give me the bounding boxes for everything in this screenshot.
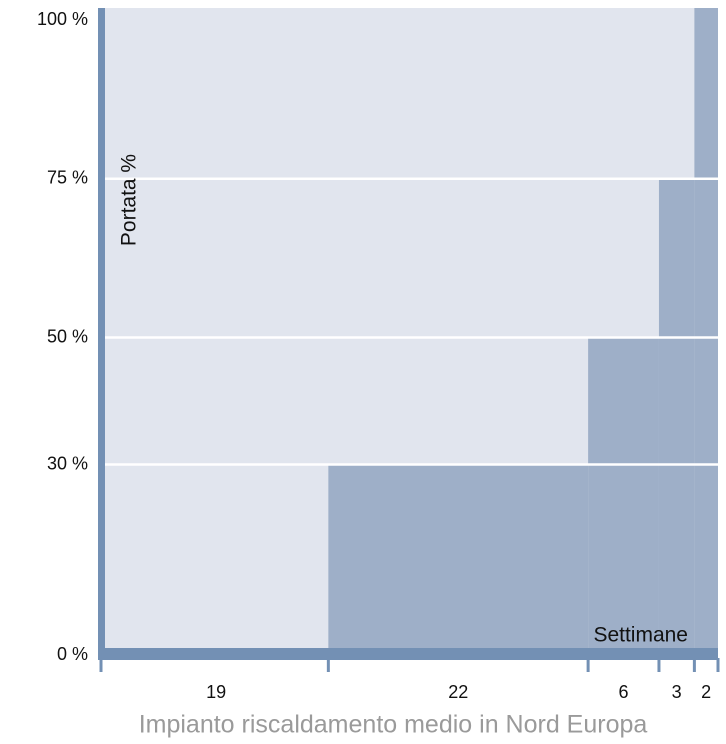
x-tick-label: 3	[672, 682, 682, 702]
y-tick-label: 50 %	[47, 326, 88, 346]
x-tick-label: 19	[206, 682, 226, 702]
y-axis	[98, 8, 105, 652]
caption: Impianto riscaldamento medio in Nord Eur…	[139, 711, 648, 739]
bar	[694, 8, 718, 655]
x-axis	[98, 648, 718, 660]
bar	[588, 337, 659, 655]
x-tick-label: 22	[448, 682, 468, 702]
y-tick-label: 30 %	[47, 453, 88, 473]
y-tick-label: 100 %	[37, 9, 88, 29]
y-tick-label: 0 %	[57, 644, 88, 664]
bar	[658, 178, 695, 655]
x-tick-label: 2	[701, 682, 711, 702]
x-axis-label: Settimane	[593, 624, 688, 647]
y-tick-label: 75 %	[47, 168, 88, 188]
y-axis-label: Portata %	[118, 154, 141, 246]
bar	[328, 464, 589, 655]
x-tick-label: 6	[619, 682, 629, 702]
